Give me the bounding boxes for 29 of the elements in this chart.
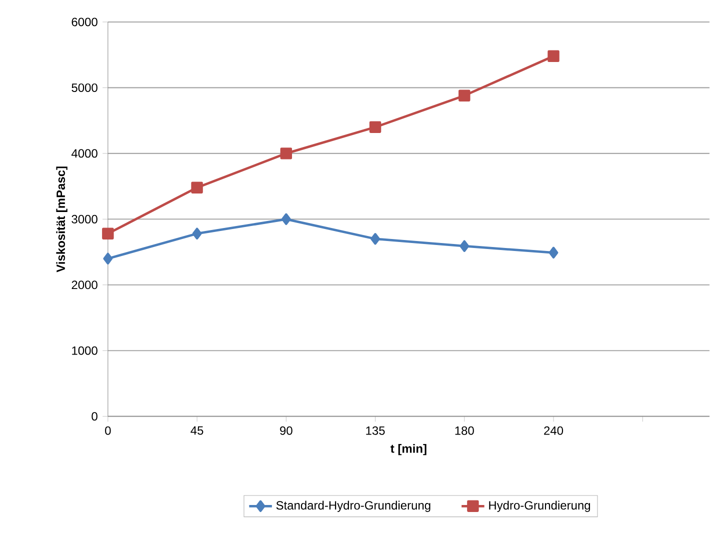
x-tick-label: 45 bbox=[190, 426, 204, 435]
point bbox=[192, 228, 202, 240]
point bbox=[370, 233, 380, 245]
x-tick-label: 0 bbox=[105, 426, 111, 436]
legend-label: Standard-Hydro-Grundierung bbox=[276, 501, 430, 512]
point bbox=[280, 148, 292, 160]
y-tick-label: 1000 bbox=[72, 346, 98, 356]
y-axis-title: Viskosität [mPasc] bbox=[56, 166, 68, 272]
point bbox=[548, 50, 560, 62]
point bbox=[281, 213, 291, 226]
y-tick-label: 6000 bbox=[72, 18, 98, 26]
point bbox=[103, 252, 113, 265]
y-tick-label: 3000 bbox=[72, 215, 98, 224]
x-tick-label: 135 bbox=[366, 426, 385, 436]
point bbox=[548, 247, 558, 259]
point bbox=[458, 90, 470, 102]
point bbox=[102, 228, 114, 240]
x-axis-title: t [min] bbox=[390, 444, 426, 456]
point bbox=[191, 182, 203, 194]
x-tick-label: 90 bbox=[280, 426, 292, 436]
y-tick-label: 5000 bbox=[72, 84, 98, 92]
y-tick-label: 2000 bbox=[72, 280, 98, 290]
x-tick-label: 180 bbox=[455, 426, 474, 436]
legend-label: Hydro-Grundierung bbox=[489, 501, 590, 512]
x-tick-label: 240 bbox=[544, 426, 564, 436]
y-tick-label: 4000 bbox=[71, 149, 98, 158]
y-tick-label: 0 bbox=[92, 412, 98, 421]
point bbox=[460, 240, 470, 252]
point bbox=[369, 121, 382, 134]
